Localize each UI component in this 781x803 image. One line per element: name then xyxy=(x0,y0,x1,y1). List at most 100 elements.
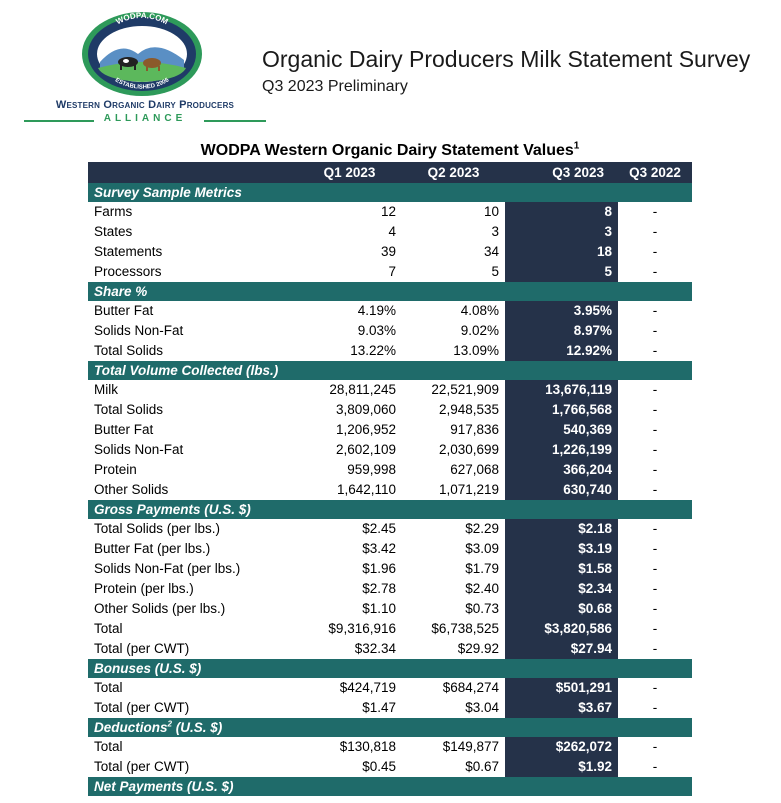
section-header-row: Survey Sample Metrics xyxy=(88,183,692,202)
table-row: Butter Fat (per lbs.) $3.42 $3.09 $3.19 - xyxy=(88,539,692,559)
row-label: States xyxy=(94,224,133,239)
row-label: Solids Non-Fat xyxy=(94,323,184,338)
q1-2023-value: $1.47 xyxy=(362,700,396,715)
q3-2022-value: - xyxy=(652,244,658,259)
logo-badge-icon: WODPA.COM ESTABLISHED 2006 xyxy=(82,11,202,96)
row-label: Other Solids xyxy=(94,482,169,497)
q2-2023-value: $1.79 xyxy=(465,561,499,576)
section-title-text: Total Volume Collected (lbs.) xyxy=(94,363,279,378)
page-subtitle: Q3 2023 Preliminary xyxy=(262,78,408,95)
section-q3-2023-cell xyxy=(505,282,618,301)
table-title-footnote: 1 xyxy=(573,140,580,152)
logo-rule-right xyxy=(204,120,266,122)
table-row: Other Solids (per lbs.) $1.10 $0.73 $0.68 - xyxy=(88,599,692,619)
q1-2023-value: $3.42 xyxy=(362,541,396,556)
table-row: Total (per CWT) $1.47 $3.04 $3.67 - xyxy=(88,698,692,718)
q3-2023-value: 1,766,568 xyxy=(505,400,618,420)
section-header-row: Deductions2 (U.S. $) xyxy=(88,718,692,737)
q3-2023-value: $3.67 xyxy=(505,698,618,718)
table-row: Other Solids 1,642,110 1,071,219 630,740 - xyxy=(88,480,692,500)
section-q3-2022-cell xyxy=(618,183,692,202)
q3-2022-value: - xyxy=(652,700,658,715)
section-q3-2023-cell xyxy=(505,659,618,678)
table-row: Butter Fat 4.19% 4.08% 3.95% - xyxy=(88,301,692,321)
q3-2023-value: 8 xyxy=(505,202,618,222)
q1-2023-value: 7 xyxy=(388,264,396,279)
q2-2023-value: $29.92 xyxy=(457,641,499,656)
section-title: Bonuses (U.S. $) xyxy=(88,659,505,678)
q2-2023-value: 2,948,535 xyxy=(438,402,499,417)
q3-2023-value: 13,676,119 xyxy=(505,380,618,400)
q3-2023-value: $3.19 xyxy=(505,539,618,559)
section-q3-2022-cell xyxy=(618,659,692,678)
row-label: Solids Non-Fat (per lbs.) xyxy=(94,561,241,576)
table-row: Total (per CWT) $0.45 $0.67 $1.92 - xyxy=(88,757,692,777)
q2-2023-value: 13.09% xyxy=(453,343,499,358)
q2-2023-value: 917,836 xyxy=(450,422,499,437)
table-row: Farms 12 10 8 - xyxy=(88,202,692,222)
logo-org-name: Western Organic Dairy Producers xyxy=(55,99,235,111)
table-row: Total $130,818 $149,877 $262,072 - xyxy=(88,737,692,757)
q3-2022-value: - xyxy=(652,680,658,695)
section-title-text: Deductions xyxy=(94,720,168,735)
q2-2023-value: 10 xyxy=(483,204,499,219)
column-header-label xyxy=(88,162,297,183)
q3-2023-value: $27.94 xyxy=(505,639,618,659)
q3-2023-value: $1.92 xyxy=(505,757,618,777)
q3-2023-value: 366,204 xyxy=(505,460,618,480)
section-title: Share % xyxy=(88,282,505,301)
section-title: Survey Sample Metrics xyxy=(88,183,505,202)
row-label: Solids Non-Fat xyxy=(94,442,184,457)
q1-2023-value: 2,602,109 xyxy=(335,442,396,457)
q3-2022-value: - xyxy=(652,621,658,636)
q3-2023-value: 5 xyxy=(505,262,618,282)
q3-2022-value: - xyxy=(652,482,658,497)
q3-2023-value: $262,072 xyxy=(505,737,618,757)
section-header-row: Net Payments (U.S. $) xyxy=(88,777,692,796)
row-label: Total xyxy=(94,739,123,754)
table-header-row: Q1 2023 Q2 2023 Q3 2023 Q3 2022 xyxy=(88,162,692,183)
q3-2023-value: 18 xyxy=(505,242,618,262)
q3-2022-value: - xyxy=(652,382,658,397)
q3-2023-value: 3.95% xyxy=(505,301,618,321)
row-label: Statements xyxy=(94,244,163,259)
table-row: Total (per CWT) $32.34 $29.92 $27.94 - xyxy=(88,639,692,659)
q2-2023-value: 34 xyxy=(483,244,499,259)
section-header-row: Bonuses (U.S. $) xyxy=(88,659,692,678)
column-header-q3-2023: Q3 2023 xyxy=(505,162,618,183)
q3-2023-value: $501,291 xyxy=(505,678,618,698)
q3-2023-value: 1,226,199 xyxy=(505,440,618,460)
row-label: Total xyxy=(94,621,123,636)
column-header-q1-2023: Q1 2023 xyxy=(297,162,402,183)
section-q3-2022-cell xyxy=(618,777,692,796)
q2-2023-value: $3.04 xyxy=(465,700,499,715)
row-label: Protein (per lbs.) xyxy=(94,581,194,596)
q2-2023-value: 4.08% xyxy=(460,303,499,318)
row-label: Total (per CWT) xyxy=(94,641,190,656)
section-q3-2022-cell xyxy=(618,718,692,737)
section-q3-2023-cell xyxy=(505,777,618,796)
section-title: Net Payments (U.S. $) xyxy=(88,777,505,796)
table-row: Solids Non-Fat (per lbs.) $1.96 $1.79 $1.58… xyxy=(88,559,692,579)
q2-2023-value: $2.40 xyxy=(465,581,499,596)
table-title: WODPA Western Organic Dairy Statement Va… xyxy=(88,140,692,160)
column-header-q2-2023: Q2 2023 xyxy=(402,162,505,183)
section-title-text: Bonuses (U.S. $) xyxy=(94,661,202,676)
table-row: States 4 3 3 - xyxy=(88,222,692,242)
table-row: Solids Non-Fat 9.03% 9.02% 8.97% - xyxy=(88,321,692,341)
q1-2023-value: 959,998 xyxy=(347,462,396,477)
q2-2023-value: $0.73 xyxy=(465,601,499,616)
table-row: Total $424,719 $684,274 $501,291 - xyxy=(88,678,692,698)
q2-2023-value: $149,877 xyxy=(442,739,499,754)
table-row: Solids Non-Fat 2,602,109 2,030,699 1,226,19… xyxy=(88,440,692,460)
section-title-suffix: (U.S. $) xyxy=(171,720,223,735)
q3-2023-value: $2.34 xyxy=(505,579,618,599)
row-label: Milk xyxy=(94,382,118,397)
q3-2022-value: - xyxy=(652,422,658,437)
logo-rule-left xyxy=(24,120,94,122)
section-q3-2023-cell xyxy=(505,183,618,202)
section-header-row: Share % xyxy=(88,282,692,301)
section-title-text: Survey Sample Metrics xyxy=(94,185,242,200)
q3-2022-value: - xyxy=(652,601,658,616)
q3-2022-value: - xyxy=(652,561,658,576)
